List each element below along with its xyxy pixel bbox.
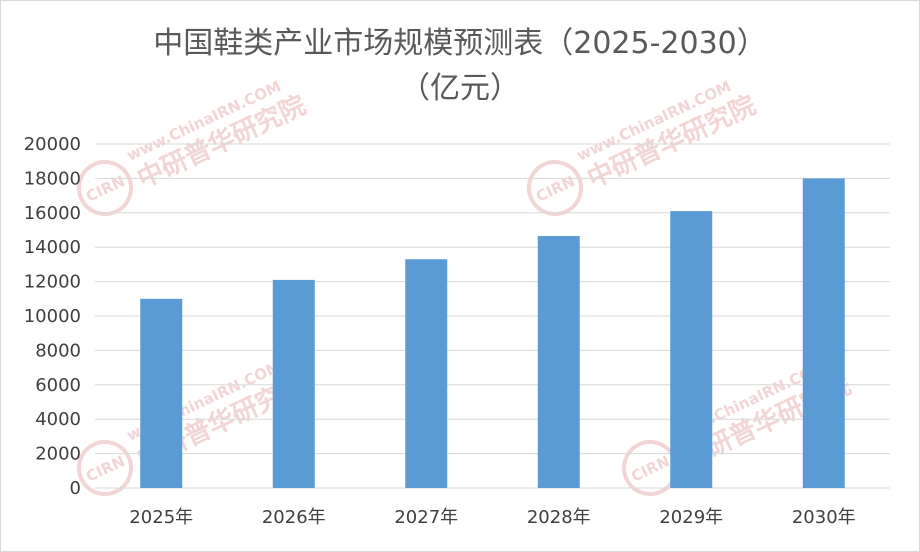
y-tick-label: 20000	[24, 134, 81, 155]
y-tick-label: 18000	[24, 168, 81, 189]
watermark-badge-text: CIRN	[83, 452, 127, 486]
chart-subtitle: （亿元）	[400, 71, 520, 106]
bar	[802, 178, 845, 488]
x-axis: 2025年 2026年 2027年 2028年 2029年 2030年	[129, 507, 855, 528]
x-tick-label: 2029年	[659, 507, 723, 528]
y-tick-label: 2000	[35, 444, 81, 465]
y-tick-label: 10000	[24, 306, 81, 327]
watermark-badge-text: CIRN	[533, 172, 577, 206]
watermark-badge-ring	[77, 440, 133, 496]
y-tick-label: 6000	[35, 375, 81, 396]
y-tick-label: 8000	[35, 340, 81, 361]
y-tick-label: 14000	[24, 237, 81, 258]
watermark-badge-text: CIRN	[83, 172, 127, 206]
watermark-badge-text: CIRN	[628, 452, 672, 486]
y-tick-label: 16000	[24, 203, 81, 224]
watermark-badge-ring	[77, 160, 133, 216]
y-tick-label: 0	[70, 478, 81, 499]
bar	[140, 298, 183, 488]
x-tick-label: 2027年	[394, 507, 458, 528]
gridlines	[95, 143, 890, 489]
bar-series	[140, 178, 845, 488]
bar	[670, 211, 713, 488]
y-tick-label: 4000	[35, 409, 81, 430]
bar	[537, 236, 580, 488]
bar	[405, 259, 448, 488]
x-tick-label: 2026年	[262, 507, 326, 528]
chart-title: 中国鞋类产业市场规模预测表（2025-2030）	[153, 26, 767, 61]
y-tick-label: 12000	[24, 272, 81, 293]
bar	[272, 279, 315, 488]
x-tick-label: 2028年	[527, 507, 591, 528]
x-tick-label: 2030年	[792, 507, 856, 528]
watermark-badge-ring	[527, 160, 583, 216]
y-axis: 0 2000 4000 6000 8000 10000 12000 14000 16000 180…	[24, 134, 81, 499]
x-tick-label: 2025年	[129, 507, 193, 528]
